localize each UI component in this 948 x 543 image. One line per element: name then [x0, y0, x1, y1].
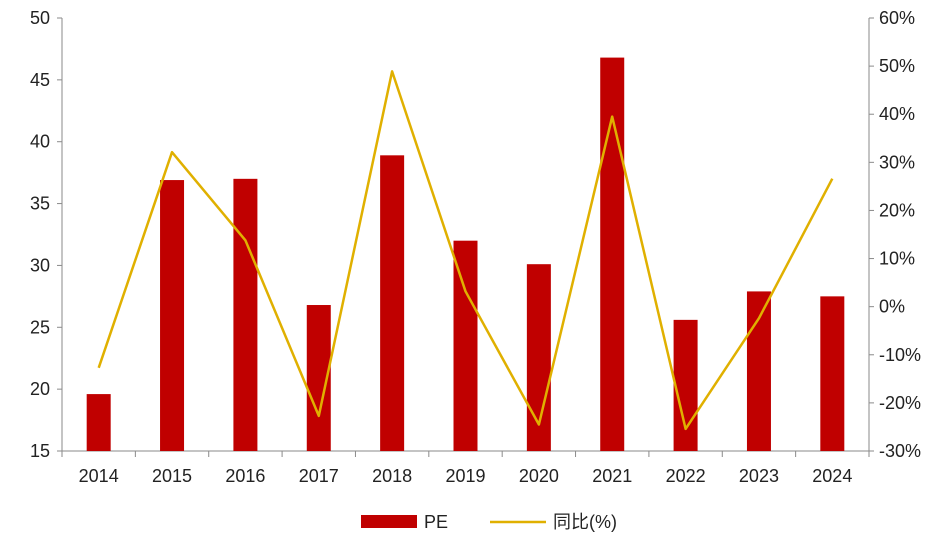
legend-label-pe: PE [424, 512, 448, 532]
y-left-tick-label: 30 [30, 255, 50, 275]
x-tick-label: 2024 [812, 466, 852, 486]
y-right-tick-label: 10% [879, 249, 915, 269]
x-tick-label: 2020 [519, 466, 559, 486]
y-right-tick-label: 20% [879, 200, 915, 220]
bar-pe-2014 [86, 394, 111, 451]
x-tick-label: 2015 [152, 466, 192, 486]
y-left-tick-label: 15 [30, 441, 50, 461]
bar-pe-2019 [453, 240, 478, 451]
line-layer [97, 70, 834, 431]
line-yoy [97, 70, 834, 431]
bar-pe-2023 [746, 291, 771, 451]
y-left-tick-label: 25 [30, 317, 50, 337]
bar-pe-2018 [380, 155, 405, 451]
bar-pe-2022 [673, 319, 698, 451]
y-left-tick-label: 40 [30, 132, 50, 152]
y-right-tick-label: 0% [879, 297, 905, 317]
y-right-tick-label: 40% [879, 104, 915, 124]
x-tick-label: 2016 [225, 466, 265, 486]
x-tick-label: 2017 [299, 466, 339, 486]
x-tick-label: 2019 [445, 466, 485, 486]
x-tick-label: 2022 [666, 466, 706, 486]
bar-pe-2021 [600, 57, 625, 452]
y-right-tick-label: 60% [879, 8, 915, 28]
x-tick-label: 2014 [79, 466, 119, 486]
bars-layer [86, 57, 845, 452]
y-right-tick-label: 50% [879, 56, 915, 76]
y-left-tick-label: 20 [30, 379, 50, 399]
y-right-tick-label: -10% [879, 345, 921, 365]
y-right-tick-label: 30% [879, 152, 915, 172]
bar-pe-2016 [233, 178, 258, 452]
x-tick-label: 2021 [592, 466, 632, 486]
y-left-tick-label: 45 [30, 70, 50, 90]
labels-layer: 15 20 25 30 35 40 45 50 -30% -20% -10% 0% 10% 20% 30% 4… [30, 8, 921, 486]
y-left-tick-label: 50 [30, 8, 50, 28]
y-right-tick-label: -20% [879, 393, 921, 413]
x-tick-label: 2023 [739, 466, 779, 486]
legend-swatch-pe [361, 515, 417, 528]
bar-pe-2024 [820, 296, 845, 451]
legend: PE 同比(%) [361, 512, 617, 532]
bar-pe-2015 [160, 180, 185, 451]
y-left-tick-label: 35 [30, 194, 50, 214]
x-tick-label: 2018 [372, 466, 412, 486]
y-right-tick-label: -30% [879, 441, 921, 461]
legend-label-yoy: 同比(%) [553, 512, 617, 532]
